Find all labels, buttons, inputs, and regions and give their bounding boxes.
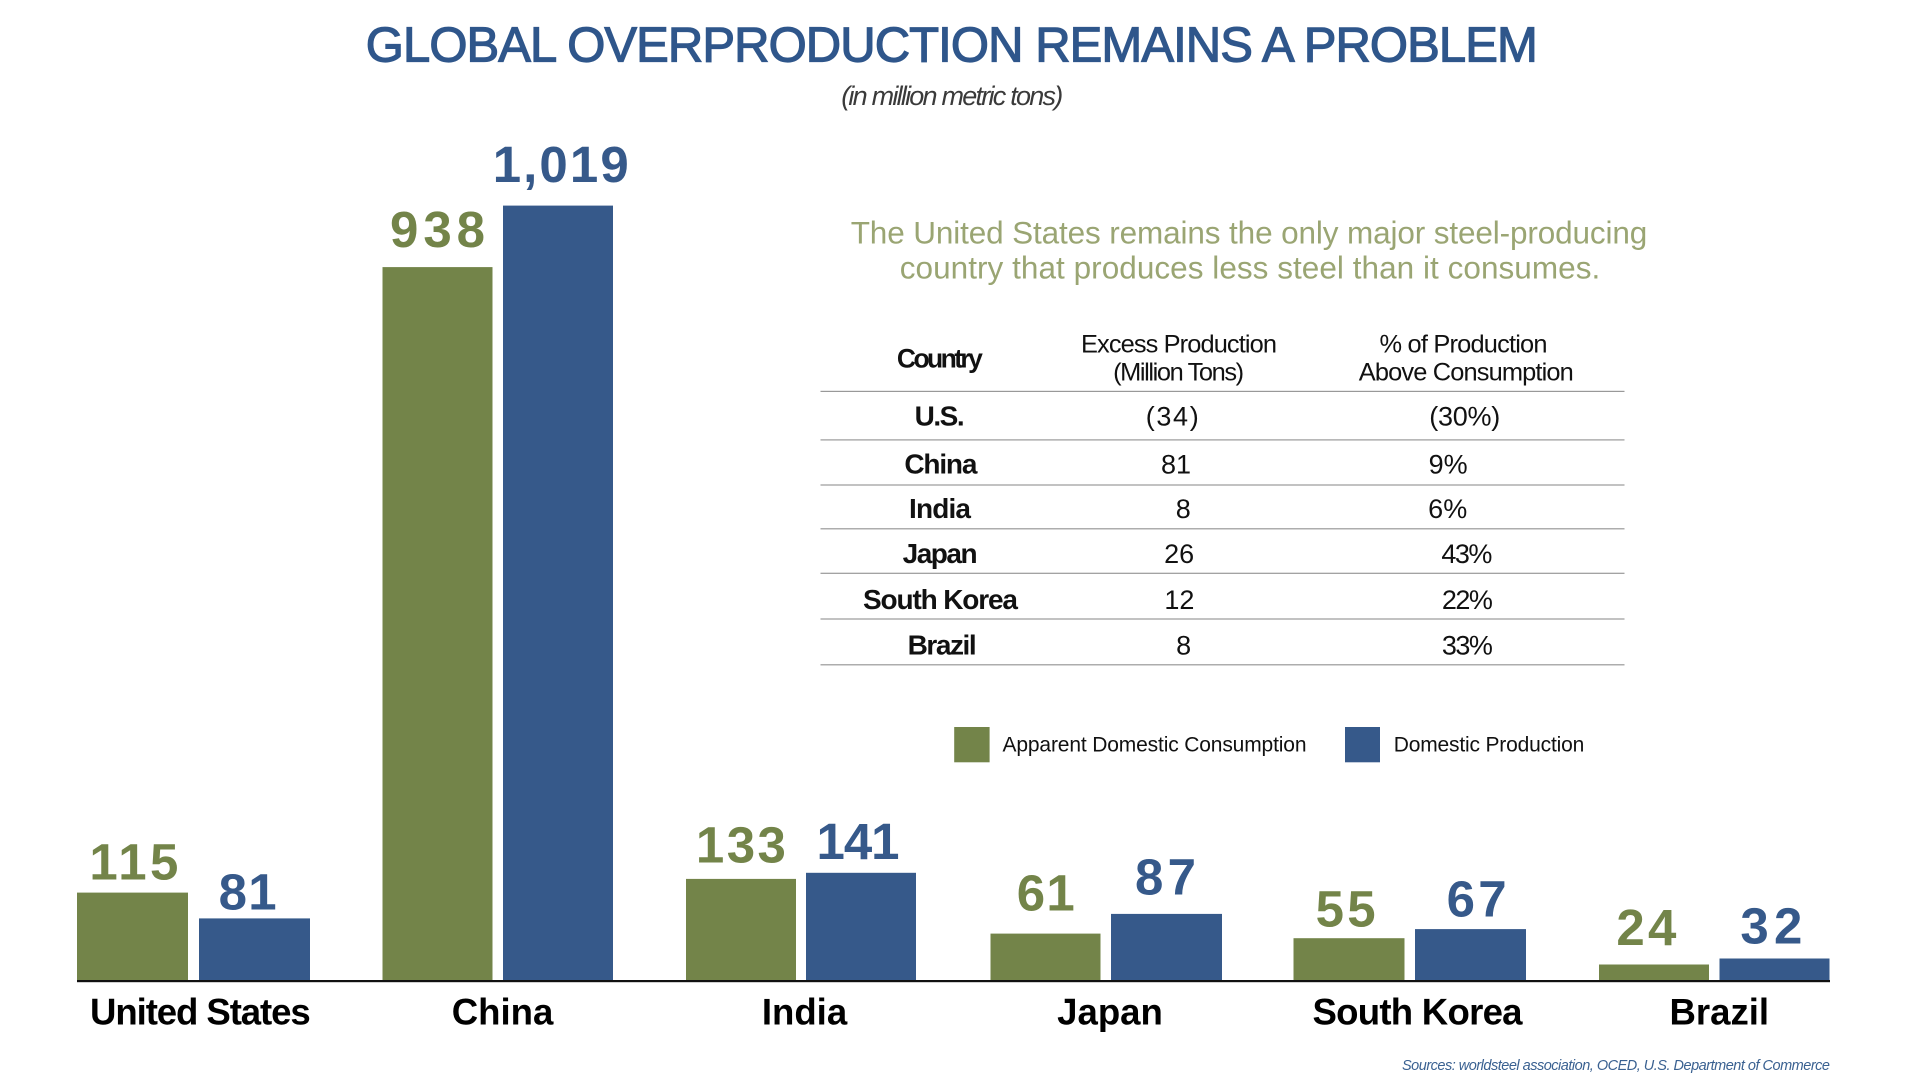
svg-text:Japan: Japan xyxy=(903,538,978,569)
svg-text:8: 8 xyxy=(1176,494,1191,524)
svg-text:India: India xyxy=(762,991,848,1032)
svg-text:(in million metric tons): (in million metric tons) xyxy=(841,81,1063,111)
svg-text:China: China xyxy=(904,449,977,480)
svg-text:26: 26 xyxy=(1164,539,1194,569)
svg-text:141: 141 xyxy=(817,813,900,870)
svg-text:Domestic Production: Domestic Production xyxy=(1394,734,1585,757)
svg-text:12: 12 xyxy=(1164,585,1194,615)
svg-text:Apparent Domestic Consumption: Apparent Domestic Consumption xyxy=(1003,734,1307,757)
svg-text:Brazil: Brazil xyxy=(908,629,977,660)
svg-text:Above Consumption: Above Consumption xyxy=(1359,358,1574,386)
svg-text:South Korea: South Korea xyxy=(1313,991,1524,1032)
svg-text:9%: 9% xyxy=(1429,450,1468,480)
svg-text:% of Production: % of Production xyxy=(1380,330,1548,358)
svg-text:The United States remains the: The United States remains the only major… xyxy=(851,214,1648,250)
svg-text:country that produces less ste: country that produces less steel than it… xyxy=(900,250,1601,286)
svg-text:81: 81 xyxy=(1161,450,1191,480)
svg-text:Excess Production: Excess Production xyxy=(1081,330,1277,358)
svg-text:(Million Tons): (Million Tons) xyxy=(1113,358,1244,386)
svg-text:1,019: 1,019 xyxy=(493,136,629,193)
svg-text:81: 81 xyxy=(219,864,277,921)
svg-text:U.S.: U.S. xyxy=(915,401,965,432)
svg-text:India: India xyxy=(909,493,971,524)
svg-text:Japan: Japan xyxy=(1057,991,1163,1032)
svg-text:GLOBAL OVERPRODUCTION REMAINS: GLOBAL OVERPRODUCTION REMAINS A PROBLEM xyxy=(366,19,1538,73)
svg-text:938: 938 xyxy=(390,201,485,258)
svg-text:33%: 33% xyxy=(1442,630,1493,660)
svg-text:61: 61 xyxy=(1017,865,1075,922)
svg-text:6%: 6% xyxy=(1428,494,1467,524)
svg-text:43%: 43% xyxy=(1441,539,1492,569)
svg-text:115: 115 xyxy=(89,834,178,891)
svg-text:8: 8 xyxy=(1176,630,1191,660)
svg-text:133: 133 xyxy=(696,817,786,874)
svg-text:Sources: worldsteel associatio: Sources: worldsteel association, OCED, U… xyxy=(1402,1058,1830,1074)
svg-text:(34): (34) xyxy=(1146,402,1199,432)
svg-text:Country: Country xyxy=(897,344,983,374)
svg-text:South Korea: South Korea xyxy=(863,584,1018,615)
svg-text:22%: 22% xyxy=(1442,585,1493,615)
svg-text:China: China xyxy=(452,991,554,1032)
svg-text:Brazil: Brazil xyxy=(1669,991,1769,1032)
svg-text:(30%): (30%) xyxy=(1429,402,1500,432)
svg-text:United States: United States xyxy=(90,991,311,1032)
